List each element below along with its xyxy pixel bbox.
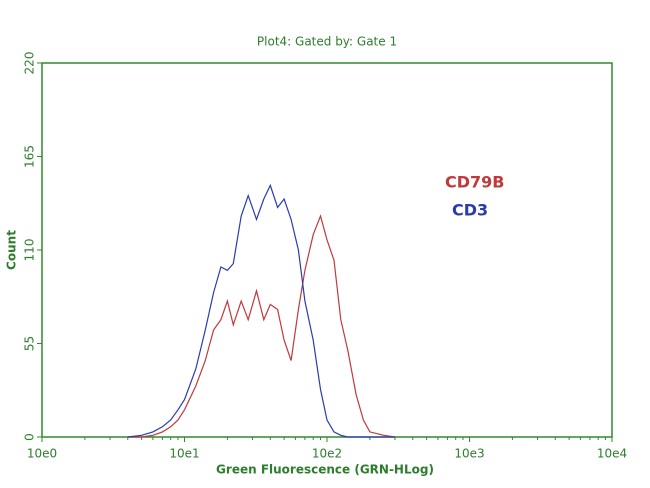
legend-entry: CD3 (452, 201, 488, 220)
x-tick-label: 10e2 (312, 447, 342, 461)
plot-frame (41, 62, 613, 438)
y-tick-label: 0 (23, 433, 37, 441)
series-line (127, 214, 396, 438)
y-axis-title: Count (5, 230, 19, 270)
legend-entry: CD79B (445, 173, 504, 192)
x-tick-label: 10e0 (27, 447, 57, 461)
series-line (127, 183, 395, 438)
y-tick-label: 165 (23, 145, 37, 168)
chart-title: Plot4: Gated by: Gate 1 (257, 35, 397, 49)
y-tick-label: 110 (23, 239, 37, 262)
y-tick-label: 220 (23, 52, 37, 75)
x-tick-label: 10e3 (454, 447, 484, 461)
x-axis-title: Green Fluorescence (GRN-HLog) (216, 463, 434, 477)
x-tick-label: 10e4 (597, 447, 627, 461)
y-tick-label: 55 (23, 336, 37, 351)
x-tick-label: 10e1 (169, 447, 199, 461)
